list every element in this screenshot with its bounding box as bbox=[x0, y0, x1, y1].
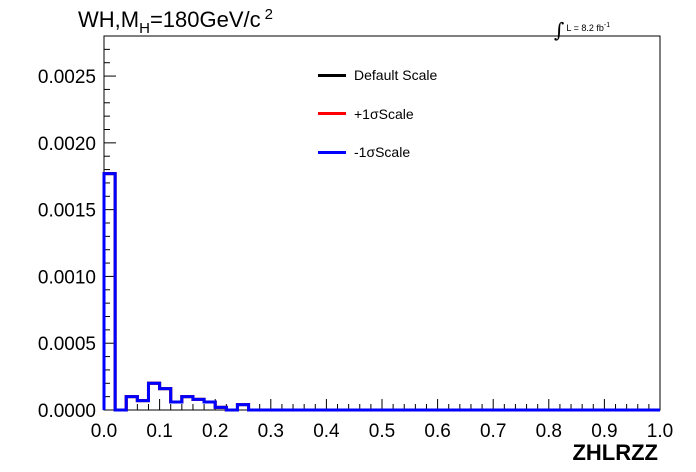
legend-label-minus1sigma: -1σScale bbox=[354, 144, 411, 161]
series-plus1sigma-scale bbox=[102, 172, 660, 412]
title-superscript: 2 bbox=[264, 6, 273, 23]
x-tick-label: 0.5 bbox=[369, 421, 395, 442]
legend-swatch-default bbox=[318, 73, 346, 77]
legend-label-plus1sigma: +1σScale bbox=[354, 105, 414, 122]
y-tick-label: 0.0020 bbox=[38, 134, 96, 155]
x-axis-label: ZHLRZZ bbox=[572, 440, 658, 465]
x-tick-label: 0.4 bbox=[313, 421, 340, 442]
legend-swatch-minus1sigma bbox=[318, 150, 346, 154]
legend: Default Scale +1σScale -1σScale bbox=[318, 56, 478, 172]
legend-entry-default: Default Scale bbox=[318, 56, 478, 95]
x-tick-label: 0.3 bbox=[258, 421, 284, 442]
title-subscript: H bbox=[139, 20, 150, 37]
x-tick-label: 0.0 bbox=[91, 421, 117, 442]
histogram-series bbox=[102, 172, 660, 412]
legend-label-default: Default Scale bbox=[354, 67, 438, 84]
series-minus1sigma-scale bbox=[102, 172, 660, 412]
y-tick-label: 0.0000 bbox=[38, 401, 96, 422]
x-tick-label: 0.6 bbox=[424, 421, 450, 442]
luminosity-label: ∫ L = 8.2 fb-1 bbox=[554, 12, 611, 42]
x-tick-label: 0.1 bbox=[146, 421, 172, 442]
y-tick-label: 0.0005 bbox=[38, 334, 96, 355]
legend-entry-plus1sigma: +1σScale bbox=[318, 95, 478, 134]
legend-swatch-plus1sigma bbox=[318, 112, 346, 116]
x-tick-label: 0.7 bbox=[480, 421, 506, 442]
x-tick-label: 1.0 bbox=[647, 421, 673, 442]
luminosity-superscript: -1 bbox=[603, 22, 611, 29]
chart-title: WH,MH=180GeV/c 2 bbox=[78, 6, 273, 37]
title-prefix: WH,M bbox=[78, 7, 140, 32]
series-default-scale bbox=[102, 172, 660, 412]
x-tick-label: 0.2 bbox=[202, 421, 228, 442]
y-tick-label: 0.0025 bbox=[38, 67, 96, 88]
title-suffix: =180GeV/c bbox=[149, 7, 261, 32]
legend-entry-minus1sigma: -1σScale bbox=[318, 133, 478, 172]
luminosity-text: L = 8.2 fb bbox=[566, 23, 604, 33]
integral-symbol: ∫ bbox=[554, 18, 565, 42]
x-tick-label: 0.9 bbox=[591, 421, 617, 442]
y-tick-label: 0.0015 bbox=[38, 201, 96, 222]
y-tick-label: 0.0010 bbox=[38, 267, 96, 288]
axis-tick-labels: 0.0 0.1 0.2 0.3 0.4 0.5 0.6 0.7 0.8 0.9 1.0 0.0000 0… bbox=[38, 67, 673, 442]
x-tick-label: 0.8 bbox=[536, 421, 562, 442]
